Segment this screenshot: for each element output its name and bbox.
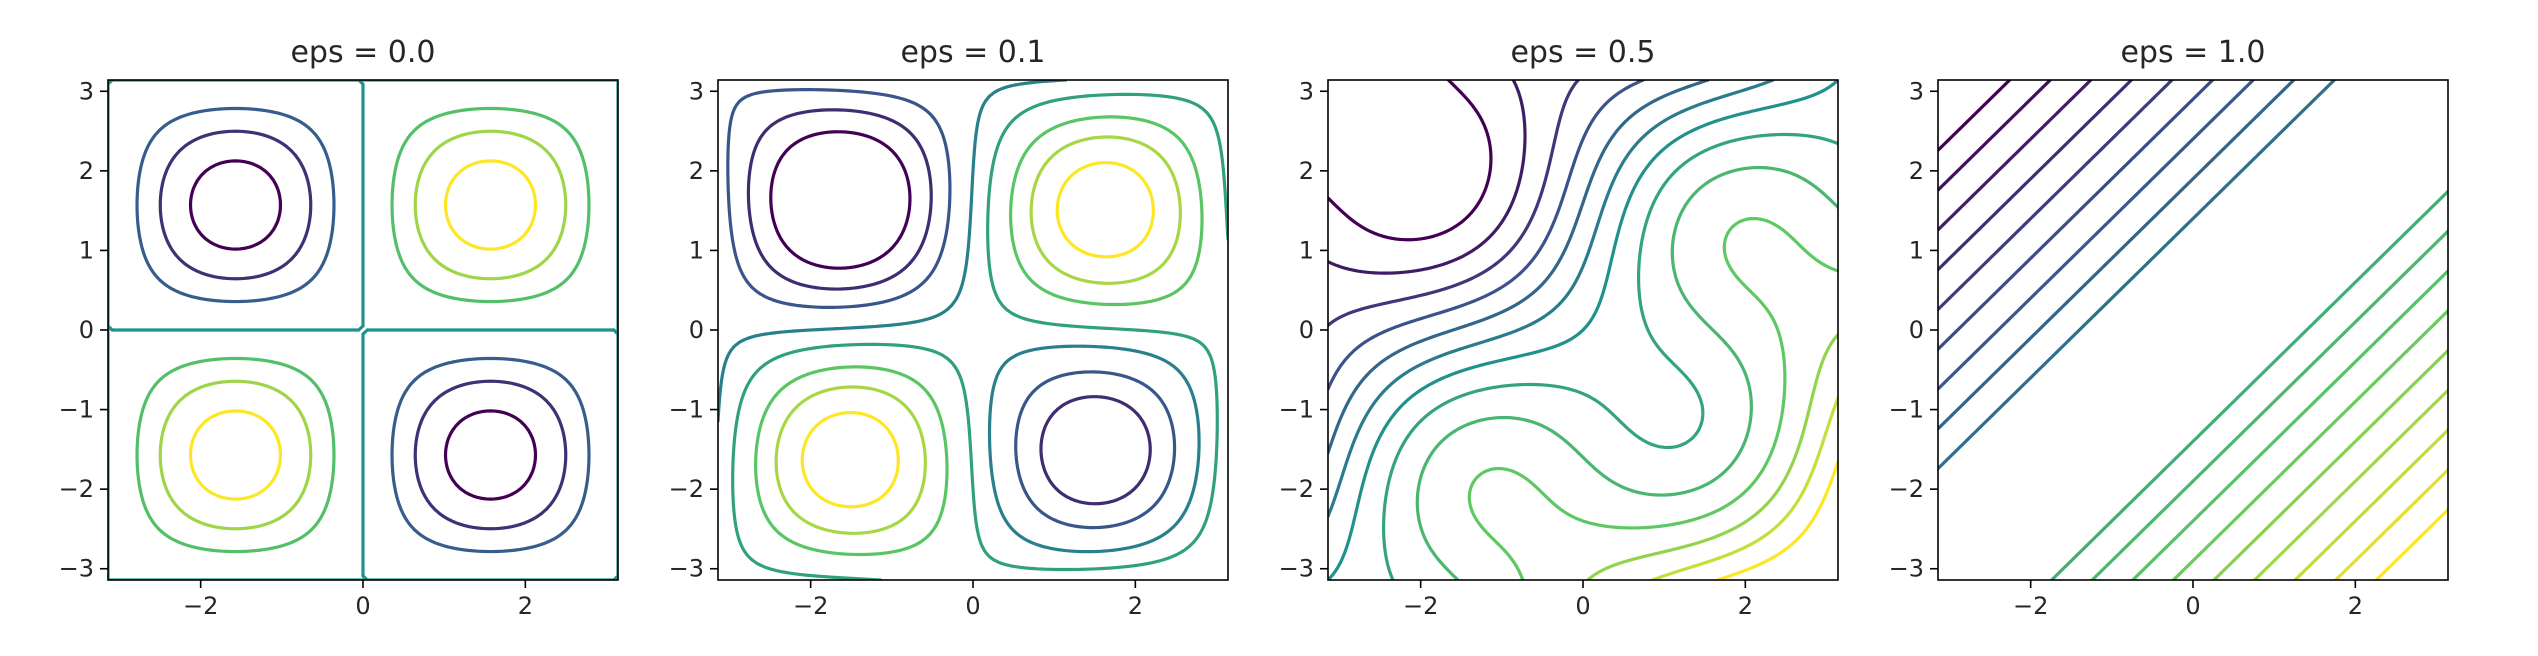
- y-tick-label: 2: [689, 157, 704, 185]
- y-tick-label: 1: [1299, 236, 1314, 264]
- x-tick-label: 0: [2185, 592, 2200, 620]
- panel-title: eps = 1.0: [2120, 35, 2265, 70]
- x-tick-label: 0: [1575, 592, 1590, 620]
- contour-level-7: [774, 135, 1182, 535]
- contour-level-5: [135, 106, 591, 554]
- contour-level-17: [2334, 468, 2448, 580]
- contour-level-1: [188, 159, 538, 501]
- contour-lines: [1328, 80, 1838, 580]
- contour-level-13: [2171, 309, 2448, 580]
- contour-level-3: [135, 106, 591, 554]
- panel-1: eps = 0.0 −2 0 2 −3 −2 −1 0 1 2 3: [59, 35, 619, 620]
- panel-2: eps = 0.1 −2 0 2 −3 −2 −1 0 1 2 3: [669, 35, 1229, 620]
- panel-4: eps = 1.0 −2 0 2 −3 −2 −1 0 1 2 3: [1889, 35, 2449, 620]
- y-tick-label: 0: [689, 316, 704, 344]
- contour-level-1: [1328, 80, 1493, 242]
- contour-level-9: [1415, 165, 1838, 580]
- y-tick-label: 2: [1299, 157, 1314, 185]
- contour-level-6: [1938, 80, 2215, 351]
- contour-level-8: [800, 161, 1155, 509]
- y-tick-label: 1: [79, 236, 94, 264]
- panel-title: eps = 0.5: [1510, 35, 1655, 70]
- y-tick-label: −3: [669, 555, 704, 583]
- contour-level-1: [1938, 80, 2012, 152]
- y-tick-label: −1: [1889, 396, 1924, 424]
- y-tick-label: −2: [669, 475, 704, 503]
- contour-level-8: [1938, 80, 2296, 431]
- x-tick-label: 0: [965, 592, 980, 620]
- y-tick-label: 3: [79, 77, 94, 105]
- panel-title: eps = 0.1: [900, 35, 1045, 70]
- contour-level-3: [726, 88, 1177, 530]
- contour-level-1: [769, 130, 912, 270]
- contour-lines: [1938, 80, 2448, 580]
- y-tick-label: −1: [59, 396, 94, 424]
- y-tick-label: −3: [1279, 555, 1314, 583]
- contour-level-2: [1328, 80, 1527, 275]
- contour-level-7: [1328, 80, 1838, 580]
- contour-level-6: [158, 129, 568, 531]
- x-tick-label: 2: [518, 592, 533, 620]
- contour-level-3: [1328, 80, 1580, 327]
- y-tick-label: 3: [1299, 77, 1314, 105]
- y-tick-label: 3: [1909, 77, 1924, 105]
- y-tick-label: 2: [79, 157, 94, 185]
- y-tick-label: 0: [1299, 316, 1314, 344]
- y-tick-label: −3: [59, 555, 94, 583]
- x-tick-label: 2: [1128, 592, 1143, 620]
- contour-level-4: [108, 80, 618, 580]
- contour-level-18: [2374, 508, 2448, 580]
- y-tick-label: −2: [1889, 475, 1924, 503]
- contour-lines: [718, 80, 1228, 580]
- contour-level-15: [2252, 388, 2448, 580]
- y-tick-label: −3: [1889, 555, 1924, 583]
- y-tick-label: −1: [1279, 396, 1314, 424]
- contour-lines: [108, 80, 618, 580]
- contour-level-11: [2090, 229, 2448, 580]
- contour-level-7: [188, 159, 538, 501]
- contour-level-2: [1938, 80, 2052, 192]
- x-tick-label: 2: [1738, 592, 1753, 620]
- contour-level-3: [1938, 80, 2093, 232]
- panel-3: eps = 0.5 −2 0 2 −3 −2 −1 0 1 2 3: [1279, 35, 1839, 620]
- y-tick-label: 1: [1909, 236, 1924, 264]
- y-tick-label: 0: [1909, 316, 1924, 344]
- y-tick-label: −1: [669, 396, 704, 424]
- contour-level-5: [731, 92, 1228, 580]
- y-tick-label: −2: [59, 475, 94, 503]
- contour-level-4: [1938, 80, 2134, 272]
- x-tick-label: 0: [355, 592, 370, 620]
- contour-level-2: [746, 108, 1152, 506]
- panel-title: eps = 0.0: [290, 35, 435, 70]
- y-tick-label: 1: [689, 236, 704, 264]
- y-tick-label: −2: [1279, 475, 1314, 503]
- contour-level-10: [1467, 216, 1838, 580]
- y-tick-label: 0: [79, 316, 94, 344]
- contour-level-2: [158, 129, 568, 531]
- y-tick-label: 2: [1909, 157, 1924, 185]
- x-tick-label: −2: [183, 592, 218, 620]
- x-tick-label: −2: [1403, 592, 1438, 620]
- contour-level-8: [1381, 132, 1838, 580]
- contour-level-6: [754, 115, 1204, 557]
- contour-level-16: [2293, 428, 2448, 580]
- contour-level-11: [1586, 333, 1838, 580]
- y-tick-label: 3: [689, 77, 704, 105]
- x-tick-label: −2: [2013, 592, 2048, 620]
- x-tick-label: −2: [793, 592, 828, 620]
- x-tick-label: 2: [2348, 592, 2363, 620]
